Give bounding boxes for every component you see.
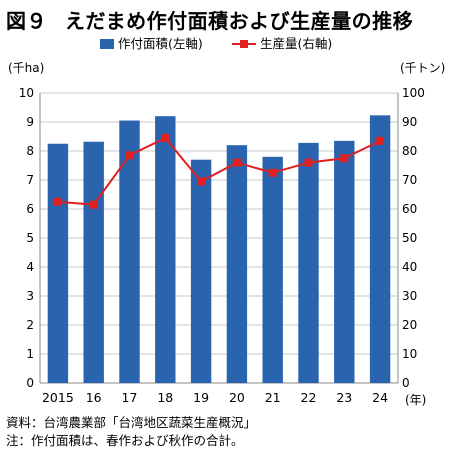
line-point (232, 158, 241, 167)
y-left-tick-label: 4 (26, 260, 34, 274)
line-point (197, 177, 206, 186)
legend-line-label: 生産量(右軸) (260, 36, 332, 51)
y-left-tick-label: 1 (26, 347, 34, 361)
line-point (161, 133, 170, 142)
y-left-unit: (千ha) (8, 61, 44, 75)
bar (47, 143, 69, 383)
line-point (125, 151, 134, 160)
y-right-tick-label: 10 (402, 347, 417, 361)
bar (190, 159, 212, 383)
y-right-tick-label: 70 (402, 173, 417, 187)
x-tick-label: 22 (301, 390, 317, 405)
legend-line-marker (240, 40, 248, 48)
bar (119, 120, 140, 384)
x-tick-label: 16 (86, 390, 102, 405)
y-right-tick-label: 0 (402, 376, 410, 390)
y-right-tick-label: 100 (402, 86, 425, 100)
bar (369, 115, 391, 383)
y-right-tick-label: 90 (402, 115, 417, 129)
line-point (304, 158, 313, 167)
bar (83, 141, 104, 383)
x-tick-label: 23 (336, 390, 352, 405)
bar (155, 116, 176, 383)
series-line (57, 136, 381, 206)
x-tick-label: 24 (372, 390, 388, 405)
y-left-tick-label: 2 (26, 318, 34, 332)
y-right-tick-label: 50 (402, 231, 417, 245)
x-tick-label: 18 (157, 390, 173, 405)
y-right-tick-label: 20 (402, 318, 417, 332)
y-left-tick-label: 3 (26, 289, 34, 303)
x-tick-label: 2015 (42, 390, 74, 405)
figure-title-text: えだまめ作付面積および生産量の推移 (65, 9, 414, 33)
x-tick-label: 21 (265, 390, 281, 405)
line-point (340, 154, 349, 163)
figure-number: 図９ (6, 9, 47, 33)
y-right-tick-label: 30 (402, 289, 417, 303)
line-point (53, 197, 62, 206)
y-right-unit: (千トン) (400, 61, 445, 75)
combo-chart: 作付面積(左軸) 生産量(右軸) (千ha) (千トン) (年) 0123456… (8, 36, 445, 407)
source-note: 資料：台湾農業部「台湾地区蔬菜生産概況」 (6, 415, 257, 430)
bar (226, 145, 248, 383)
line-point (89, 200, 98, 209)
bar (298, 142, 319, 383)
figure-title: 図９ えだまめ作付面積および生産量の推移 (6, 5, 413, 34)
y-right-tick-label: 40 (402, 260, 417, 274)
y-right-tick-label: 60 (402, 202, 417, 216)
y-right-tick-label: 80 (402, 144, 417, 158)
legend-bar-label: 作付面積(左軸) (118, 36, 203, 51)
y-left-tick-label: 6 (26, 202, 34, 216)
y-left-tick-label: 10 (19, 86, 34, 100)
bar (262, 156, 283, 383)
line-point (376, 136, 385, 145)
x-tick-label: 17 (122, 390, 138, 405)
y-left-tick-label: 5 (26, 231, 34, 245)
x-tick-label: 20 (229, 390, 245, 405)
bar (334, 140, 355, 383)
legend: 作付面積(左軸) 生産量(右軸) (100, 36, 332, 51)
line-point (268, 168, 277, 177)
y-left-tick-label: 7 (26, 173, 34, 187)
legend-bar-swatch (100, 39, 114, 49)
x-tick-label: 19 (193, 390, 209, 405)
x-unit: (年) (405, 393, 426, 407)
y-left-tick-label: 0 (26, 376, 34, 390)
y-left-tick-label: 8 (26, 144, 34, 158)
y-left-tick-label: 9 (26, 115, 34, 129)
comment-note: 注：作付面積は、春作および秋作の合計。 (6, 433, 244, 448)
